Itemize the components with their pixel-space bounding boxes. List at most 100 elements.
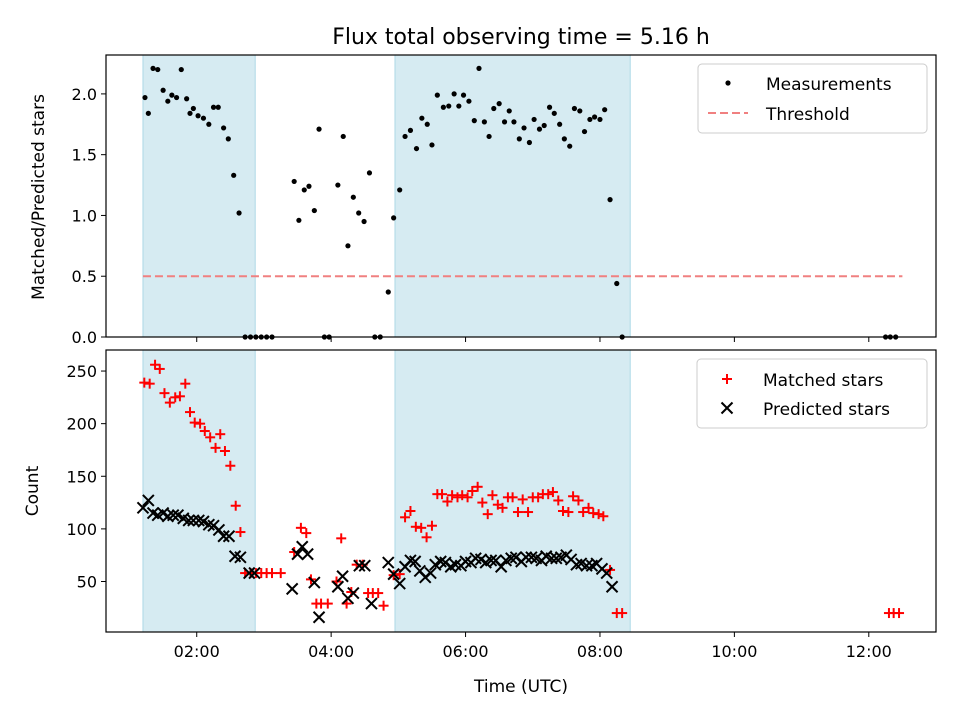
shaded-region [394, 349, 631, 633]
data-point [225, 136, 231, 142]
data-point [180, 378, 191, 389]
y-tick-label: 250 [66, 362, 97, 381]
data-point [410, 521, 421, 532]
data-point [407, 127, 414, 133]
data-point [322, 598, 333, 609]
data-point [199, 426, 210, 437]
data-point [385, 289, 391, 295]
data-point [230, 500, 241, 511]
data-point [446, 103, 452, 109]
data-point [397, 187, 403, 193]
data-point [295, 522, 306, 533]
data-point [402, 133, 408, 140]
top-panel: 0.0 0.5 1.0 1.5 2.0 Measurements Threshold [72, 54, 937, 347]
data-point [467, 486, 478, 496]
data-point [496, 101, 502, 107]
data-point [217, 530, 230, 543]
axes-frame [105, 349, 937, 633]
data-point [546, 104, 553, 110]
legend-box [697, 63, 928, 134]
data-point [720, 401, 734, 415]
data-point [408, 555, 422, 568]
data-point [571, 105, 578, 112]
data-point [550, 552, 563, 565]
data-point [570, 558, 583, 571]
data-point [291, 178, 297, 185]
data-point [336, 533, 347, 544]
x-tick-label: 10:00 [711, 642, 757, 661]
data-point [366, 170, 373, 176]
data-point [136, 501, 150, 515]
data-point [494, 560, 508, 573]
data-point [231, 172, 237, 178]
data-point [159, 388, 170, 399]
data-point [267, 568, 277, 579]
data-point [391, 215, 397, 221]
data-point [142, 494, 155, 507]
data-point [725, 80, 731, 86]
data-point [139, 377, 150, 388]
data-point [476, 65, 482, 71]
data-point [202, 518, 216, 531]
data-point [497, 502, 508, 513]
data-point [301, 528, 312, 539]
legend-label-measurements: Measurements [766, 75, 892, 95]
data-point [722, 374, 732, 384]
data-point [563, 507, 574, 518]
data-point [501, 119, 508, 125]
data-point [471, 118, 477, 124]
data-point [236, 210, 242, 216]
data-point [189, 417, 200, 428]
data-point [184, 96, 190, 102]
x-tick-label: 06:00 [442, 642, 488, 661]
data-point [150, 65, 156, 71]
data-point [210, 104, 217, 110]
data-point [583, 502, 594, 513]
data-point [373, 588, 384, 599]
data-point [588, 508, 599, 519]
data-point [222, 530, 236, 543]
data-point [235, 527, 246, 538]
data-point [169, 92, 175, 98]
data-point [335, 182, 341, 188]
y-tick-label: 100 [66, 520, 97, 539]
data-point [144, 378, 155, 389]
legend-top: Measurements Threshold [697, 63, 928, 134]
data-point [491, 105, 497, 112]
data-point [526, 139, 533, 146]
data-point [580, 559, 593, 572]
data-point [568, 491, 579, 502]
data-point [285, 582, 299, 596]
data-point [308, 576, 321, 589]
data-point [301, 187, 307, 193]
data-point [234, 551, 247, 564]
bottom-panel: 50 100 150 200 250 02:00 04:00 06:00 08:00 10:00 1… [66, 349, 937, 661]
data-point [602, 107, 608, 113]
data-point [187, 110, 193, 116]
data-point [447, 490, 458, 501]
data-point [558, 505, 569, 516]
data-point [894, 608, 905, 619]
y-tick-label: 200 [66, 415, 97, 434]
data-point [182, 514, 195, 527]
data-point [440, 104, 446, 110]
data-point [353, 559, 366, 572]
y-tick-label: 2.0 [72, 85, 97, 104]
data-point [421, 532, 432, 543]
data-point [210, 442, 221, 453]
legend-label-threshold: Threshold [765, 105, 850, 125]
data-point [142, 94, 148, 101]
data-point [587, 116, 593, 123]
data-point [192, 514, 205, 527]
data-point [248, 566, 261, 580]
legend-label: Matched stars [763, 371, 883, 391]
data-point [434, 92, 440, 98]
data-point [543, 489, 554, 500]
data-point [577, 108, 583, 114]
data-point [331, 580, 345, 593]
data-point [516, 136, 522, 142]
data-point [472, 481, 483, 492]
data-point [597, 116, 603, 123]
data-point [486, 133, 492, 140]
y-tick-label: 150 [66, 467, 97, 486]
